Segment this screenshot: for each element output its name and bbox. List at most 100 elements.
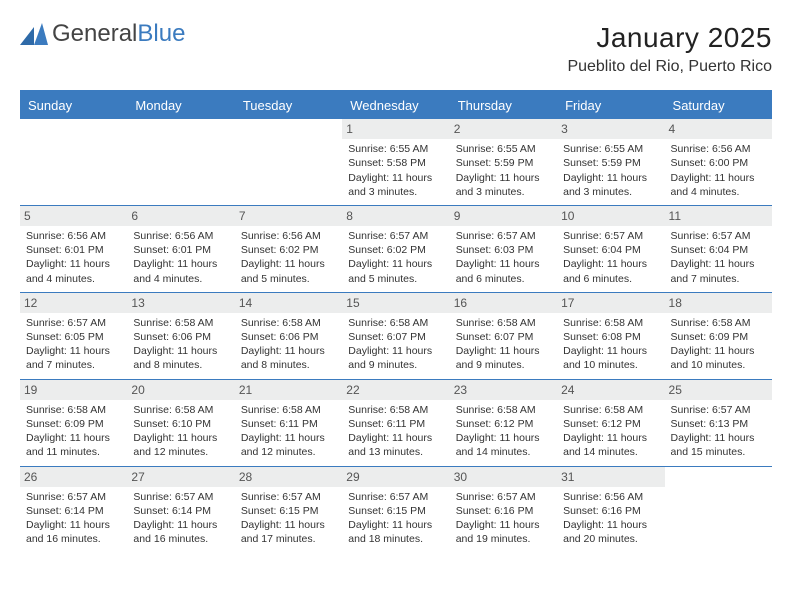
day-number: 19 <box>20 380 127 400</box>
sunrise-text: Sunrise: 6:55 AM <box>456 142 551 156</box>
day-number: 29 <box>342 467 449 487</box>
sunset-text: Sunset: 6:10 PM <box>133 417 228 431</box>
calendar-cell <box>665 467 772 553</box>
daylight-text: Daylight: 11 hours and 8 minutes. <box>133 344 228 372</box>
sunset-text: Sunset: 6:16 PM <box>563 504 658 518</box>
day-number: 18 <box>665 293 772 313</box>
sunrise-text: Sunrise: 6:57 AM <box>563 229 658 243</box>
sunrise-text: Sunrise: 6:58 AM <box>563 403 658 417</box>
day-number: 1 <box>342 119 449 139</box>
weekday-sun: Sunday <box>20 92 127 119</box>
sunrise-text: Sunrise: 6:58 AM <box>456 403 551 417</box>
sunrise-text: Sunrise: 6:57 AM <box>671 229 766 243</box>
daylight-text: Daylight: 11 hours and 6 minutes. <box>563 257 658 285</box>
sunset-text: Sunset: 6:13 PM <box>671 417 766 431</box>
location: Pueblito del Rio, Puerto Rico <box>567 58 772 76</box>
sunset-text: Sunset: 6:01 PM <box>26 243 121 257</box>
daylight-text: Daylight: 11 hours and 15 minutes. <box>671 431 766 459</box>
calendar-cell: 6Sunrise: 6:56 AMSunset: 6:01 PMDaylight… <box>127 206 234 292</box>
weekday-header: Sunday Monday Tuesday Wednesday Thursday… <box>20 92 772 119</box>
sunset-text: Sunset: 6:15 PM <box>241 504 336 518</box>
sunrise-text: Sunrise: 6:58 AM <box>563 316 658 330</box>
sunset-text: Sunset: 6:07 PM <box>456 330 551 344</box>
sunset-text: Sunset: 6:02 PM <box>241 243 336 257</box>
sunrise-text: Sunrise: 6:56 AM <box>133 229 228 243</box>
daylight-text: Daylight: 11 hours and 4 minutes. <box>26 257 121 285</box>
day-number: 9 <box>450 206 557 226</box>
day-number: 2 <box>450 119 557 139</box>
calendar-cell: 31Sunrise: 6:56 AMSunset: 6:16 PMDayligh… <box>557 467 664 553</box>
calendar-cell: 12Sunrise: 6:57 AMSunset: 6:05 PMDayligh… <box>20 293 127 379</box>
daylight-text: Daylight: 11 hours and 20 minutes. <box>563 518 658 546</box>
day-number: 31 <box>557 467 664 487</box>
daylight-text: Daylight: 11 hours and 12 minutes. <box>241 431 336 459</box>
calendar-week: 19Sunrise: 6:58 AMSunset: 6:09 PMDayligh… <box>20 379 772 466</box>
calendar-cell <box>127 119 234 205</box>
calendar-cell: 2 Sunrise: 6:55 AMSunset: 5:59 PMDaylight… <box>450 119 557 205</box>
sunset-text: Sunset: 5:59 PM <box>456 156 551 170</box>
day-number: 22 <box>342 380 449 400</box>
sunrise-text: Sunrise: 6:56 AM <box>241 229 336 243</box>
daylight-text: Daylight: 11 hours and 3 minutes. <box>456 171 551 199</box>
calendar-cell: 11Sunrise: 6:57 AMSunset: 6:04 PMDayligh… <box>665 206 772 292</box>
sunrise-text: Sunrise: 6:58 AM <box>26 403 121 417</box>
weekday-fri: Friday <box>557 92 664 119</box>
calendar-week: 26Sunrise: 6:57 AMSunset: 6:14 PMDayligh… <box>20 466 772 553</box>
sunset-text: Sunset: 6:08 PM <box>563 330 658 344</box>
day-number: 16 <box>450 293 557 313</box>
sunset-text: Sunset: 6:16 PM <box>456 504 551 518</box>
daylight-text: Daylight: 11 hours and 5 minutes. <box>348 257 443 285</box>
logo-text: GeneralBlue <box>52 22 185 46</box>
calendar-cell: 3Sunrise: 6:55 AMSunset: 5:59 PMDaylight… <box>557 119 664 205</box>
daylight-text: Daylight: 11 hours and 13 minutes. <box>348 431 443 459</box>
logo-word2: Blue <box>137 20 185 47</box>
sunset-text: Sunset: 6:12 PM <box>456 417 551 431</box>
calendar-cell <box>20 119 127 205</box>
daylight-text: Daylight: 11 hours and 8 minutes. <box>241 344 336 372</box>
sunrise-text: Sunrise: 6:58 AM <box>241 316 336 330</box>
calendar-cell: 10Sunrise: 6:57 AMSunset: 6:04 PMDayligh… <box>557 206 664 292</box>
sunset-text: Sunset: 6:09 PM <box>26 417 121 431</box>
day-number: 20 <box>127 380 234 400</box>
daylight-text: Daylight: 11 hours and 14 minutes. <box>563 431 658 459</box>
daylight-text: Daylight: 11 hours and 18 minutes. <box>348 518 443 546</box>
daylight-text: Daylight: 11 hours and 3 minutes. <box>563 171 658 199</box>
calendar-cell: 13Sunrise: 6:58 AMSunset: 6:06 PMDayligh… <box>127 293 234 379</box>
sunrise-text: Sunrise: 6:57 AM <box>456 229 551 243</box>
calendar-cell: 21Sunrise: 6:58 AMSunset: 6:11 PMDayligh… <box>235 380 342 466</box>
daylight-text: Daylight: 11 hours and 16 minutes. <box>133 518 228 546</box>
calendar-cell: 28Sunrise: 6:57 AMSunset: 6:15 PMDayligh… <box>235 467 342 553</box>
sunset-text: Sunset: 5:58 PM <box>348 156 443 170</box>
weekday-mon: Monday <box>127 92 234 119</box>
daylight-text: Daylight: 11 hours and 4 minutes. <box>133 257 228 285</box>
weekday-thu: Thursday <box>450 92 557 119</box>
day-number: 13 <box>127 293 234 313</box>
sunset-text: Sunset: 6:04 PM <box>563 243 658 257</box>
day-number: 21 <box>235 380 342 400</box>
sunset-text: Sunset: 6:14 PM <box>133 504 228 518</box>
daylight-text: Daylight: 11 hours and 19 minutes. <box>456 518 551 546</box>
sunset-text: Sunset: 6:07 PM <box>348 330 443 344</box>
sunrise-text: Sunrise: 6:57 AM <box>671 403 766 417</box>
weekday-wed: Wednesday <box>342 92 449 119</box>
calendar-cell: 15Sunrise: 6:58 AMSunset: 6:07 PMDayligh… <box>342 293 449 379</box>
daylight-text: Daylight: 11 hours and 10 minutes. <box>671 344 766 372</box>
sunset-text: Sunset: 6:05 PM <box>26 330 121 344</box>
calendar-cell: 22Sunrise: 6:58 AMSunset: 6:11 PMDayligh… <box>342 380 449 466</box>
daylight-text: Daylight: 11 hours and 7 minutes. <box>26 344 121 372</box>
sunrise-text: Sunrise: 6:55 AM <box>348 142 443 156</box>
day-number: 14 <box>235 293 342 313</box>
day-number: 6 <box>127 206 234 226</box>
sunrise-text: Sunrise: 6:57 AM <box>26 490 121 504</box>
calendar-cell: 8Sunrise: 6:57 AMSunset: 6:02 PMDaylight… <box>342 206 449 292</box>
sunset-text: Sunset: 5:59 PM <box>563 156 658 170</box>
daylight-text: Daylight: 11 hours and 4 minutes. <box>671 171 766 199</box>
day-number: 8 <box>342 206 449 226</box>
calendar-cell: 4Sunrise: 6:56 AMSunset: 6:00 PMDaylight… <box>665 119 772 205</box>
sunrise-text: Sunrise: 6:58 AM <box>241 403 336 417</box>
sunrise-text: Sunrise: 6:57 AM <box>348 229 443 243</box>
sunrise-text: Sunrise: 6:56 AM <box>26 229 121 243</box>
calendar-cell: 29Sunrise: 6:57 AMSunset: 6:15 PMDayligh… <box>342 467 449 553</box>
day-number: 23 <box>450 380 557 400</box>
sunrise-text: Sunrise: 6:56 AM <box>671 142 766 156</box>
